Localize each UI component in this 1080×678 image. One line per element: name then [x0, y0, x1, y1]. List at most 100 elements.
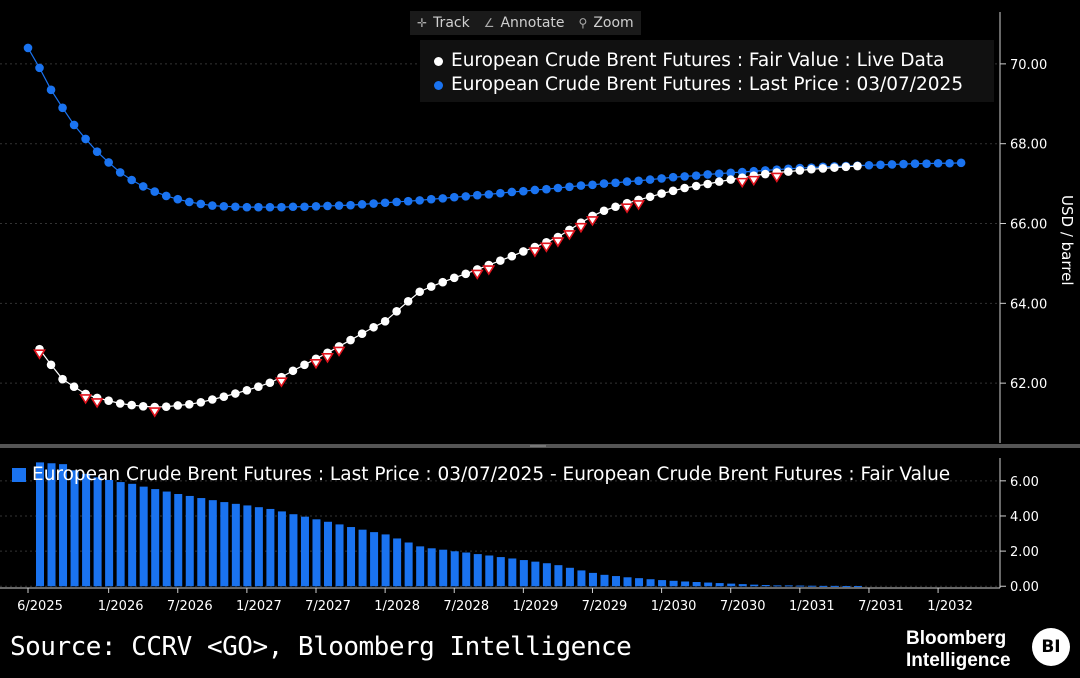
- signal-marker-icon: [539, 242, 553, 253]
- signal-marker-icon: [632, 200, 646, 211]
- fair-value-point: [703, 179, 712, 189]
- legend-item-last-price[interactable]: European Crude Brent Futures : Last Pric…: [420, 73, 994, 97]
- signal-marker-icon: [148, 407, 162, 418]
- blue-dot-icon: [434, 80, 443, 90]
- last-price-point: [46, 85, 56, 95]
- fair-value-point: [726, 175, 736, 184]
- fair-value-point: [426, 282, 436, 291]
- spread-bar: [761, 585, 770, 587]
- last-price-line: [27, 47, 962, 208]
- track-button[interactable]: ✛ Track: [410, 11, 477, 35]
- spread-bar: [439, 549, 448, 587]
- spread-bar: [692, 582, 701, 587]
- signal-marker-icon: [33, 349, 46, 360]
- fair-value-point: [657, 189, 666, 198]
- last-price-point: [208, 201, 217, 210]
- last-price-point: [472, 190, 482, 200]
- x-tick-label: 7/2030: [720, 599, 766, 614]
- last-price-point: [691, 171, 701, 180]
- zoom-button[interactable]: ⚲ Zoom: [572, 11, 641, 35]
- last-price-point: [910, 159, 920, 168]
- last-price-point: [415, 196, 424, 205]
- fair-value-point: [69, 382, 79, 392]
- last-price-point: [519, 186, 528, 196]
- fair-value-point: [680, 183, 689, 193]
- fair-value-point: [645, 192, 655, 202]
- fair-value-point: [403, 297, 413, 306]
- last-price-point: [184, 197, 194, 207]
- last-price-point: [599, 179, 609, 188]
- spread-bar: [715, 583, 724, 587]
- last-price-point: [35, 63, 44, 73]
- source-note: Source: CCRV <GO>, Bloomberg Intelligenc…: [10, 632, 632, 662]
- signal-marker-icon: [79, 394, 93, 405]
- spread-bar: [623, 577, 632, 587]
- fair-value-point: [853, 161, 862, 171]
- lower-legend[interactable]: European Crude Brent Futures : Last Pric…: [12, 464, 950, 485]
- last-price-point: [92, 147, 102, 156]
- spread-bar: [565, 567, 574, 587]
- fair-value-point: [357, 329, 367, 338]
- spread-bar: [600, 574, 609, 587]
- last-price-point: [496, 188, 505, 198]
- fair-value-point: [807, 164, 816, 174]
- last-price-point: [150, 187, 160, 196]
- spread-bar: [612, 576, 620, 587]
- spread-bar: [347, 527, 356, 587]
- lower-y-ticks: 0.00 2.00 4.00 6.00: [1000, 475, 1039, 595]
- fair-value-point: [392, 307, 401, 316]
- spread-bar: [335, 524, 344, 587]
- spread-bar: [231, 503, 240, 587]
- spread-bar: [312, 519, 321, 587]
- fair-value-point: [242, 386, 252, 395]
- annotate-button[interactable]: ∠ Annotate: [477, 11, 572, 35]
- fair-value-point: [219, 392, 229, 402]
- fair-value-point: [599, 206, 609, 216]
- fair-value-point: [818, 164, 828, 173]
- signal-marker-icon: [586, 216, 599, 227]
- x-tick-label: 6/2025: [17, 599, 63, 614]
- fair-value-point: [127, 400, 136, 410]
- last-price-point: [449, 192, 459, 202]
- last-price-point: [334, 201, 344, 210]
- x-tick-label: 1/2032: [927, 599, 973, 614]
- last-price-point: [277, 202, 286, 212]
- upper-tick-label: 64.00: [1010, 297, 1047, 312]
- signal-marker-icon: [620, 203, 634, 214]
- x-tick-label: 7/2026: [167, 599, 213, 614]
- spread-bar: [588, 572, 597, 587]
- fair-value-point: [795, 166, 805, 175]
- fair-value-point: [784, 167, 793, 176]
- last-price-point: [115, 168, 125, 177]
- fair-value-point: [691, 181, 701, 191]
- last-price-point: [507, 187, 517, 197]
- x-tick-label: 7/2031: [858, 599, 904, 614]
- pencil-icon: ∠: [483, 16, 495, 30]
- spread-bar: [738, 584, 747, 587]
- last-price-point: [876, 160, 885, 170]
- spread-bar: [59, 464, 68, 587]
- last-price-point: [588, 180, 597, 190]
- fair-value-point: [254, 382, 263, 392]
- spread-bar: [370, 532, 379, 587]
- x-tick-label: 1/2030: [651, 599, 697, 614]
- signal-marker-icon: [274, 377, 288, 388]
- lower-tick-label: 4.00: [1010, 510, 1039, 525]
- spread-bar: [658, 580, 667, 587]
- signal-marker-icon: [90, 398, 104, 409]
- fair-value-point: [265, 378, 275, 388]
- legend-item-fair-value[interactable]: European Crude Brent Futures : Fair Valu…: [420, 49, 994, 73]
- spread-bar: [807, 585, 816, 587]
- x-tick-label: 1/2027: [236, 599, 282, 614]
- spread-bar: [681, 581, 690, 587]
- spread-bar: [381, 534, 390, 587]
- last-price-point: [622, 177, 632, 186]
- last-price-point: [265, 202, 275, 212]
- fair-value-markers: [33, 172, 784, 418]
- spread-bar: [727, 583, 736, 587]
- last-price-point: [311, 202, 321, 211]
- spread-bar: [462, 552, 471, 587]
- spread-bar: [853, 586, 862, 588]
- fair-value-point: [58, 374, 67, 384]
- spread-bar: [82, 473, 91, 587]
